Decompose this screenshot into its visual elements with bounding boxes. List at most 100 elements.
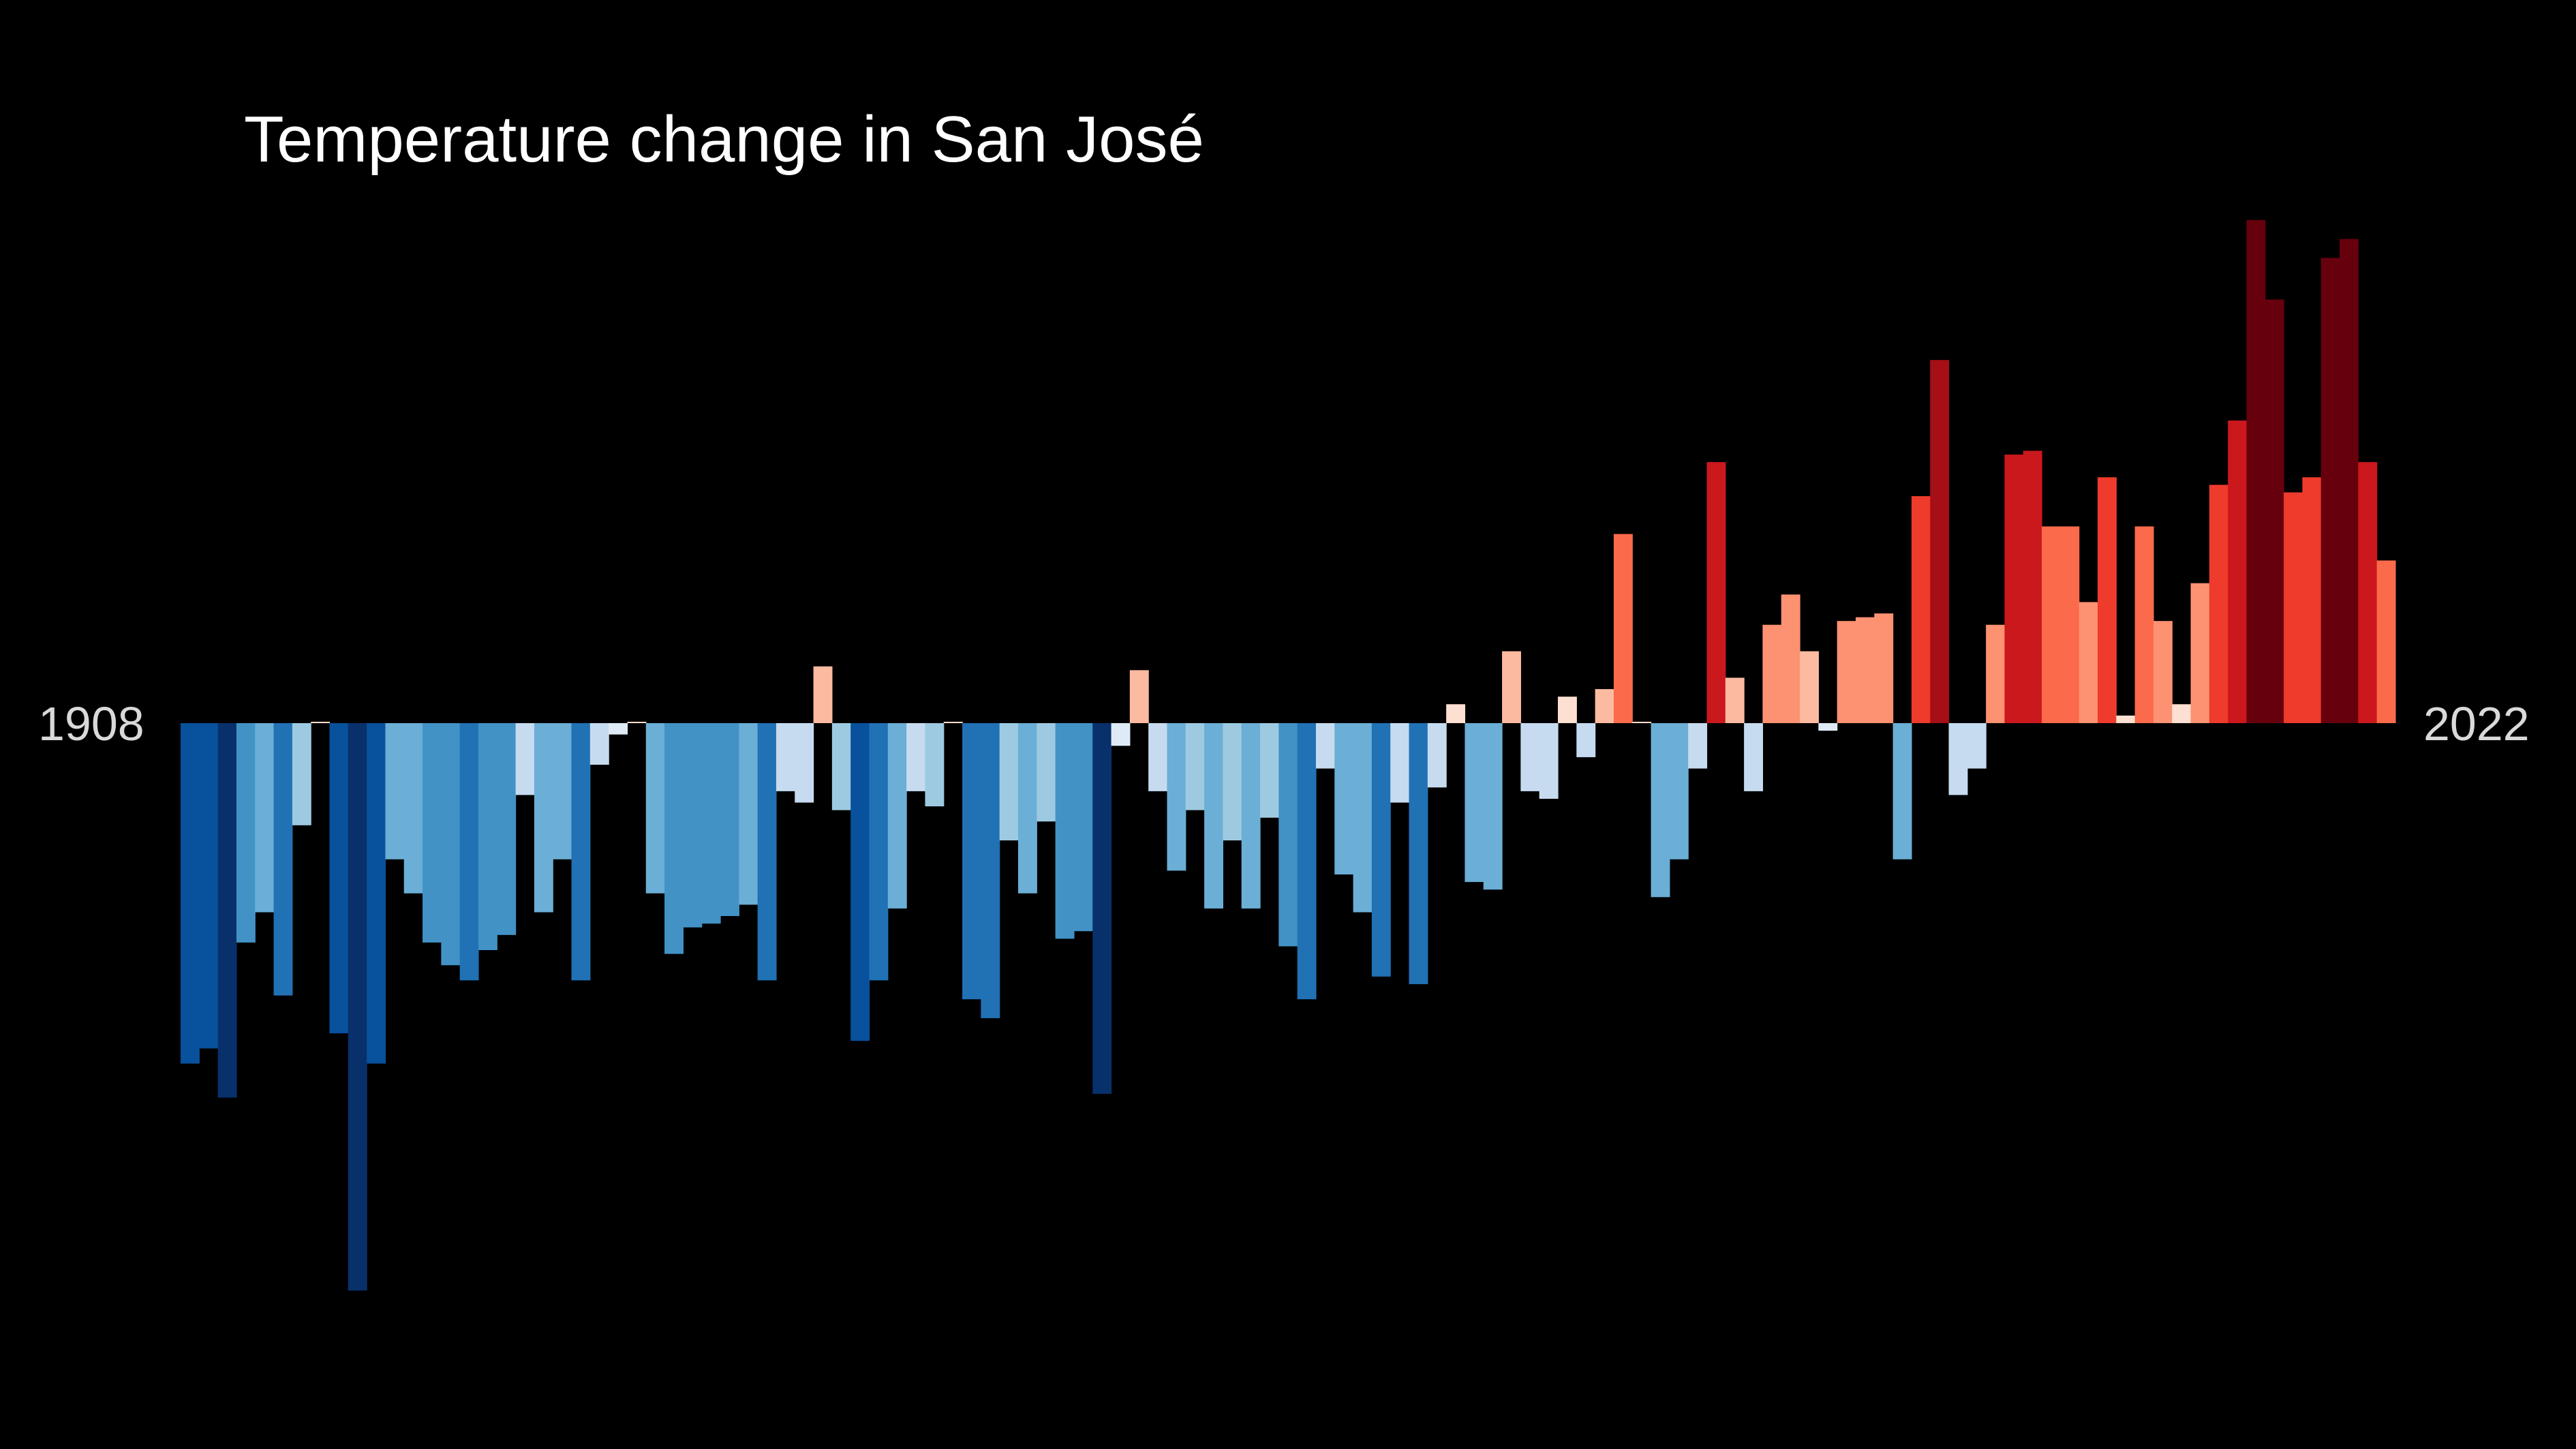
bar-2013 <box>2134 526 2154 723</box>
bar-1951 <box>981 723 1000 1018</box>
bar-1979 <box>1502 651 1521 723</box>
bar-1993 <box>1762 624 1782 723</box>
bar-1965 <box>1241 723 1261 909</box>
bar-1967 <box>1278 723 1298 947</box>
bar-1917 <box>348 723 367 1291</box>
bar-1980 <box>1520 723 1540 791</box>
bar-2012 <box>2116 715 2136 723</box>
bar-2006 <box>2004 454 2024 723</box>
bar-1914 <box>292 723 311 825</box>
bar-1969 <box>1315 723 1335 769</box>
bar-2026 <box>2376 560 2396 723</box>
bar-1997 <box>1837 621 1856 723</box>
bar-2023 <box>2320 258 2340 724</box>
bar-1911 <box>236 723 256 943</box>
bar-1941 <box>795 723 814 803</box>
bar-1957 <box>1092 723 1112 1094</box>
bar-1987 <box>1651 723 1670 898</box>
bar-1938 <box>739 723 758 905</box>
bar-1910 <box>217 723 237 1098</box>
bar-1916 <box>329 723 349 1034</box>
bar-2010 <box>2079 602 2098 723</box>
bar-1931 <box>609 723 628 735</box>
bar-1998 <box>1855 617 1875 723</box>
bar-1926 <box>515 723 535 795</box>
bar-2004 <box>1967 723 1987 769</box>
bar-1921 <box>423 723 442 943</box>
bar-1984 <box>1595 689 1614 723</box>
bar-1915 <box>311 722 331 723</box>
bar-1972 <box>1371 723 1391 977</box>
start-year-label: 1908 <box>38 697 144 750</box>
bar-1924 <box>478 723 497 950</box>
bar-1949 <box>943 722 963 723</box>
bar-2011 <box>2098 477 2117 723</box>
bar-2024 <box>2340 239 2359 724</box>
bar-1913 <box>273 723 293 996</box>
bar-1971 <box>1353 723 1373 913</box>
bar-1995 <box>1800 651 1819 723</box>
bar-1994 <box>1781 594 1800 723</box>
bar-1952 <box>999 723 1019 841</box>
bar-1942 <box>813 666 833 723</box>
bar-1918 <box>367 723 386 1064</box>
bar-1990 <box>1706 462 1726 723</box>
bar-1999 <box>1874 613 1894 723</box>
bar-1923 <box>459 723 479 981</box>
bar-1948 <box>925 723 945 807</box>
bar-1963 <box>1204 723 1224 909</box>
bar-1988 <box>1669 723 1689 859</box>
bar-2017 <box>2209 485 2228 723</box>
bar-1968 <box>1297 723 1317 1000</box>
bar-2020 <box>2265 299 2284 723</box>
bar-2018 <box>2228 421 2248 723</box>
bar-1947 <box>906 723 926 791</box>
bar-1981 <box>1539 723 1559 799</box>
bar-2002 <box>1930 360 1950 723</box>
bar-2019 <box>2246 219 2266 724</box>
bar-2015 <box>2172 704 2192 723</box>
bar-2021 <box>2284 492 2303 723</box>
bar-1961 <box>1167 723 1186 871</box>
bar-1985 <box>1613 534 1633 723</box>
bar-1970 <box>1334 723 1354 874</box>
bar-1962 <box>1185 723 1205 810</box>
chart-title: Temperature change in San José <box>244 103 1204 176</box>
bar-1935 <box>683 723 703 928</box>
bar-2001 <box>1911 496 1931 723</box>
bar-1991 <box>1725 677 1745 723</box>
bar-1919 <box>385 723 405 859</box>
bar-1936 <box>701 723 721 924</box>
bar-1940 <box>776 723 795 791</box>
bar-2008 <box>2042 526 2061 723</box>
bar-1932 <box>627 722 647 723</box>
bar-1909 <box>199 723 219 1049</box>
bar-1958 <box>1111 723 1131 746</box>
bar-1930 <box>589 723 609 765</box>
bar-1973 <box>1390 723 1410 803</box>
bar-1945 <box>869 723 889 981</box>
bar-1983 <box>1576 723 1596 757</box>
end-year-label: 2022 <box>2423 697 2530 750</box>
bar-1925 <box>497 723 517 935</box>
bar-1960 <box>1148 723 1168 791</box>
bar-1929 <box>571 723 591 981</box>
bar-1976 <box>1446 704 1466 723</box>
bar-1955 <box>1055 723 1075 939</box>
bar-1954 <box>1037 723 1056 822</box>
bar-2009 <box>2060 526 2080 723</box>
bar-1933 <box>645 723 665 894</box>
bar-1922 <box>441 723 461 966</box>
bar-1992 <box>1744 723 1764 791</box>
bar-1946 <box>887 723 907 909</box>
bar-1986 <box>1632 722 1652 723</box>
bar-1912 <box>255 723 275 913</box>
bar-1974 <box>1409 723 1428 984</box>
bar-1996 <box>1818 723 1838 731</box>
bar-1989 <box>1688 723 1708 769</box>
bar-1975 <box>1427 723 1447 788</box>
bar-1964 <box>1223 723 1242 841</box>
bar-1982 <box>1558 697 1577 723</box>
bar-1927 <box>534 723 553 913</box>
